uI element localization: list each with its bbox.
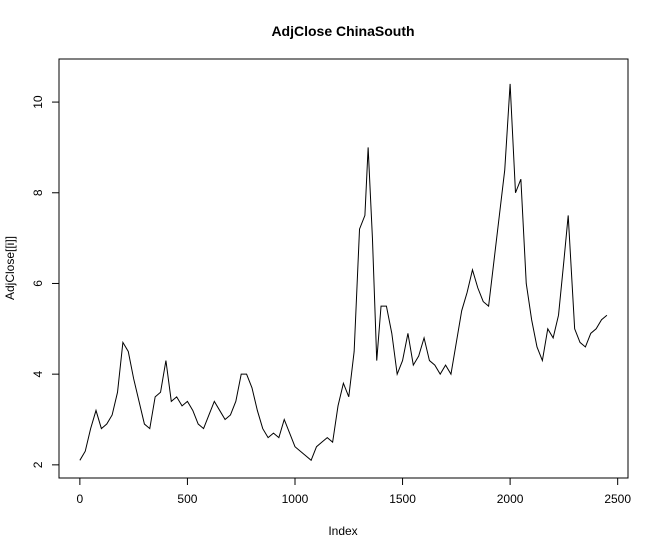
x-tick-label: 0	[77, 492, 84, 506]
y-axis-label: AdjClose[[i]]	[3, 236, 17, 300]
x-tick-label: 2000	[497, 492, 524, 506]
line-series	[79, 83, 608, 462]
x-axis-label: Index	[328, 524, 357, 538]
y-tick-label: 4	[31, 371, 45, 378]
y-tick-label: 8	[31, 189, 45, 196]
chart-title: AdjClose ChinaSouth	[271, 23, 414, 39]
y-tick-label: 6	[31, 280, 45, 287]
x-tick-label: 500	[177, 492, 197, 506]
y-tick-label: 10	[31, 95, 45, 109]
x-tick-label: 1000	[282, 492, 309, 506]
x-tick-label: 2500	[604, 492, 631, 506]
plot-box	[58, 58, 629, 479]
x-tick-label: 1500	[389, 492, 416, 506]
y-tick-label: 2	[31, 461, 45, 468]
